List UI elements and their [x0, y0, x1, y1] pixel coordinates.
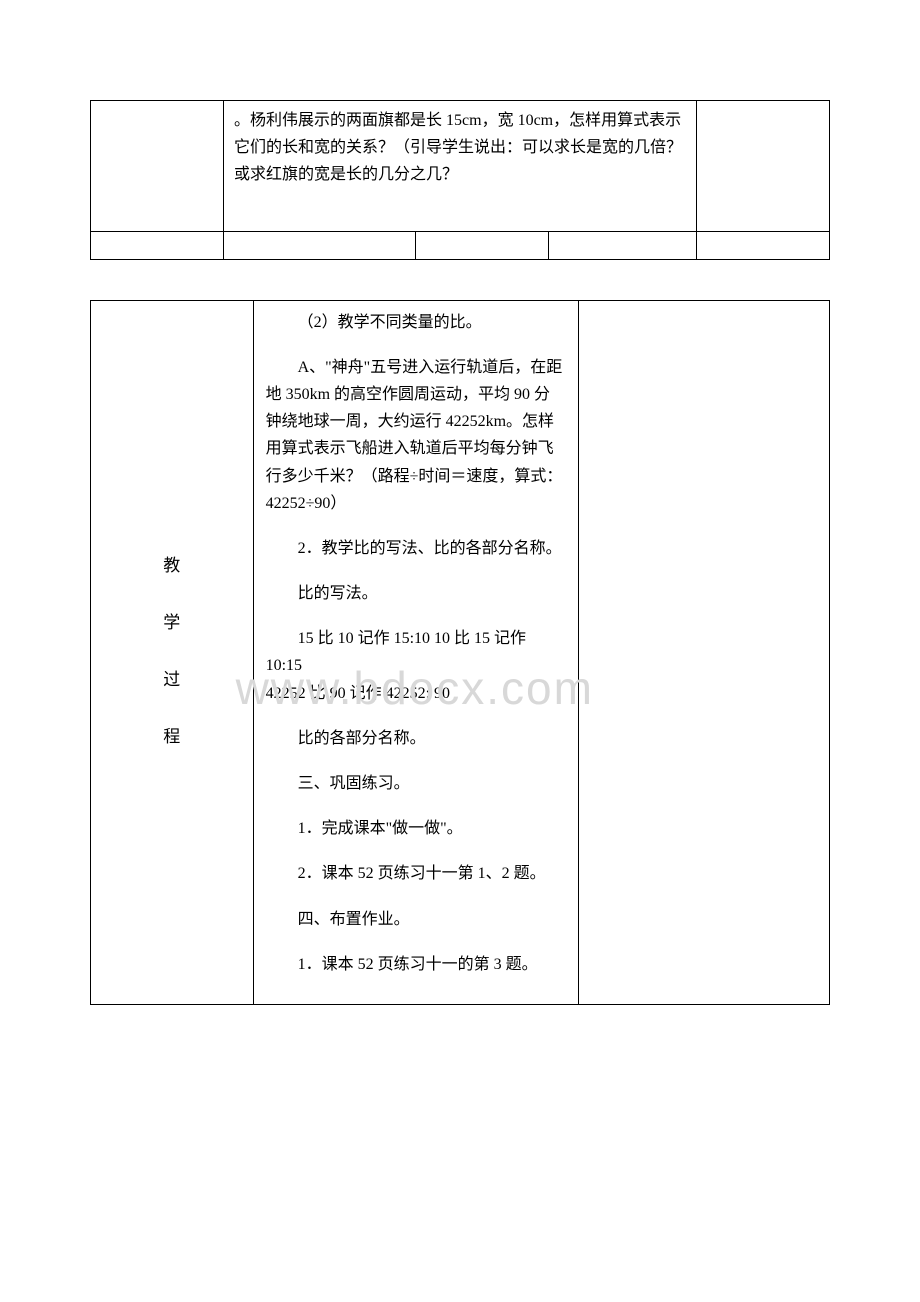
line-text: 42252 比 90 记作 42252: 90	[266, 680, 566, 707]
label-char: 过	[163, 666, 180, 695]
paragraph-text: 比的各部分名称。	[266, 725, 566, 752]
page-content: 。杨利伟展示的两面旗都是长 15cm，宽 10cm，怎样用算式表示它们的长和宽的…	[90, 100, 830, 1005]
cell-empty	[696, 231, 829, 259]
table-lower: 教 学 过 程 www.bdocx.com （2）教学不同类量的比。 A、"神舟…	[90, 300, 830, 1005]
table-row	[91, 231, 830, 259]
cell-empty-notes	[578, 300, 829, 1004]
label-char: 程	[163, 723, 180, 752]
cell-empty-right	[696, 101, 829, 232]
label-char: 学	[163, 609, 180, 638]
line-text: 15 比 10 记作 15:10 10 比 15 记作 10:15	[266, 625, 566, 679]
paragraph-text: 四、布置作业。	[266, 906, 566, 933]
label-char: 教	[163, 552, 180, 581]
table-upper: 。杨利伟展示的两面旗都是长 15cm，宽 10cm，怎样用算式表示它们的长和宽的…	[90, 100, 830, 260]
cell-empty	[224, 231, 416, 259]
vertical-label: 教 学 过 程	[103, 552, 241, 752]
paragraph-text: 1．完成课本"做一做"。	[266, 815, 566, 842]
paragraph-text: 2．课本 52 页练习十一第 1、2 题。	[266, 860, 566, 887]
cell-empty	[91, 231, 224, 259]
cell-empty	[416, 231, 549, 259]
paragraph-text: （2）教学不同类量的比。	[266, 309, 566, 336]
paragraph-text: A、"神舟"五号进入运行轨道后，在距地 350km 的高空作圆周运动，平均 90…	[266, 354, 566, 517]
paragraph-text: 比的写法。	[266, 580, 566, 607]
paragraph-text: 2．教学比的写法、比的各部分名称。	[266, 535, 566, 562]
cell-empty	[549, 231, 697, 259]
paragraph-text: 。杨利伟展示的两面旗都是长 15cm，宽 10cm，怎样用算式表示它们的长和宽的…	[234, 112, 682, 183]
table-row: 教 学 过 程 www.bdocx.com （2）教学不同类量的比。 A、"神舟…	[91, 300, 830, 1004]
table-row: 。杨利伟展示的两面旗都是长 15cm，宽 10cm，怎样用算式表示它们的长和宽的…	[91, 101, 830, 232]
cell-section-label: 教 学 过 程	[91, 300, 254, 1004]
paragraph-text: 15 比 10 记作 15:10 10 比 15 记作 10:15 42252 …	[266, 625, 566, 707]
cell-main-text: 。杨利伟展示的两面旗都是长 15cm，宽 10cm，怎样用算式表示它们的长和宽的…	[224, 101, 697, 232]
paragraph-text: 三、巩固练习。	[266, 770, 566, 797]
paragraph-text: 1．课本 52 页练习十一的第 3 题。	[266, 951, 566, 978]
cell-empty-left	[91, 101, 224, 232]
cell-content: www.bdocx.com （2）教学不同类量的比。 A、"神舟"五号进入运行轨…	[253, 300, 578, 1004]
